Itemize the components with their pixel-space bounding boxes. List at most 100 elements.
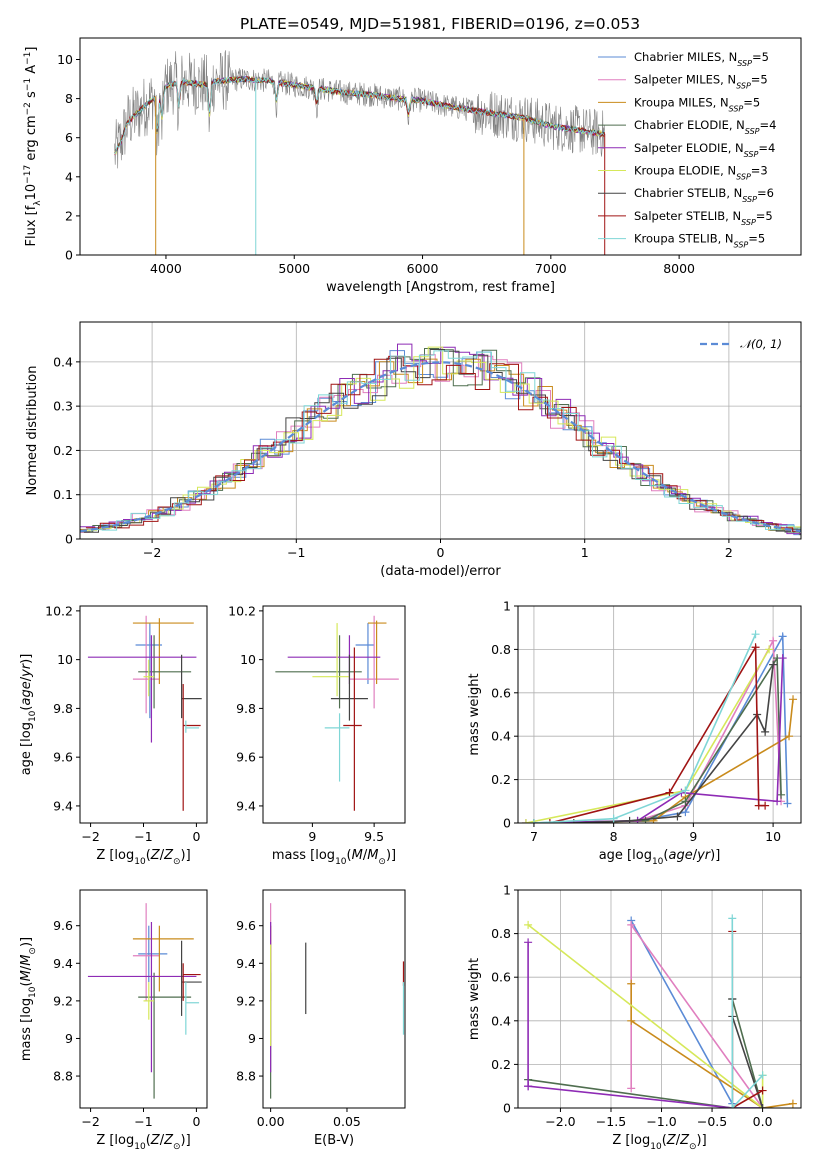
x-tick-label: −2: [81, 829, 99, 844]
y-tick-label: 6: [65, 130, 73, 145]
legend-label-2: Kroupa MILES, NSSP=5: [634, 95, 760, 113]
x-axis-label: mass [log10(M/M⊙)]: [272, 848, 396, 867]
mass-weight-marker: [769, 660, 778, 669]
mass-weight-vs-metallicity-panel: −2.0 −1.5 −1.0 −0.5 0.0 0 0.2 0.4 0.6 0.8 1 Z [log1…: [467, 883, 802, 1152]
x-tick-label: 8: [610, 829, 618, 844]
x-tick-label: 4000: [150, 261, 182, 276]
mass-weight-marker: [783, 799, 792, 808]
plot-area: [87, 903, 202, 1099]
mass-weight-line-4: [527, 942, 763, 1108]
mass-weight-marker: [529, 819, 538, 823]
mass-weight-marker: [545, 819, 554, 823]
y-tick-label: 9.4: [236, 798, 256, 813]
y-tick-label: 0.2: [53, 443, 73, 458]
mass-weight-line-5: [527, 924, 764, 1108]
x-axis-label: Z [log10(Z/Z⊙)]: [612, 1133, 706, 1152]
mass-weight-vs-age-panel: 7 8 9 10 0 0.2 0.4 0.6 0.8 1 age [log10(age/yr)] ma…: [467, 599, 802, 867]
observed-spectrum-line: [114, 50, 605, 169]
y-tick-label: 0.4: [53, 354, 73, 369]
mass-weight-marker: [769, 636, 778, 645]
mass-weight-marker: [627, 1016, 636, 1025]
plot-area: [521, 630, 798, 823]
mass-weight-marker: [681, 797, 690, 806]
x-tick-label: −2.0: [545, 1114, 575, 1129]
legend-label-8: Kroupa STELIB, NSSP=5: [634, 232, 765, 250]
y-tick-label: 0: [503, 816, 511, 831]
y-tick-label: 9.6: [53, 918, 73, 933]
mass-weight-marker: [789, 695, 798, 704]
x-axis-label: Z [log10(Z/Z⊙)]: [96, 1133, 190, 1152]
mass-weight-marker: [673, 812, 682, 821]
mass-weight-marker: [728, 914, 737, 923]
residual-histogram-6: [84, 349, 801, 533]
mass-weight-marker: [785, 732, 794, 741]
y-tick-label: 0.1: [53, 487, 73, 502]
mass-weight-marker: [681, 786, 690, 795]
axes-frame: [79, 37, 802, 256]
y-tick-label: 9.6: [236, 750, 256, 765]
y-tick-label: 10: [240, 652, 256, 667]
mass-weight-marker: [773, 797, 782, 806]
mass-weight-marker: [625, 816, 634, 823]
y-tick-label: 0.8: [491, 642, 511, 657]
y-tick-label: 9.2: [53, 993, 73, 1008]
y-tick-label: 0.8: [491, 926, 511, 941]
mass-weight-marker: [758, 1104, 767, 1108]
y-tick-label: 1: [503, 599, 511, 614]
x-tick-label: 7: [530, 829, 538, 844]
y-tick-label: 0.6: [491, 970, 511, 985]
mass-weight-marker: [788, 1099, 797, 1108]
legend-label-5: Kroupa ELODIE, NSSP=3: [634, 164, 768, 182]
y-tick-label: 9: [65, 1031, 73, 1046]
axes-frame: [79, 889, 208, 1109]
x-axis-label: (data-model)/error: [380, 564, 501, 579]
legend-normal-label: 𝒩(0, 1): [740, 337, 782, 351]
y-tick-label: 9.6: [53, 750, 73, 765]
x-tick-label: 0.0: [753, 1114, 773, 1129]
x-tick-label: 0.00: [257, 1114, 285, 1129]
mass-weight-marker: [728, 1104, 737, 1108]
x-tick-label: −2: [143, 545, 161, 560]
y-axis-label: Flux [fλ10−17 erg cm−2 s−1 A−1]: [23, 47, 43, 247]
y-axis-label: mass weight: [467, 958, 482, 1040]
x-tick-label: −1: [134, 1114, 152, 1129]
y-tick-label: 10: [57, 652, 73, 667]
plot-area: [524, 914, 797, 1108]
mass-vs-metallicity-panel: −2 −1 0 8.8 9 9.2 9.4 9.6 Z [log10(Z/Z⊙)] mass [l…: [19, 889, 208, 1152]
x-tick-label: 8000: [663, 261, 695, 276]
x-tick-label: −2: [81, 1114, 99, 1129]
x-tick-label: 6000: [407, 261, 439, 276]
y-tick-label: 2: [65, 208, 73, 223]
mass-weight-marker: [761, 727, 770, 736]
legend-label-0: Chabrier MILES, NSSP=5: [634, 50, 769, 68]
y-tick-label: 9.4: [53, 798, 73, 813]
mass-weight-marker: [627, 920, 636, 929]
x-tick-label: 0: [192, 829, 200, 844]
y-tick-label: 8.8: [53, 1069, 73, 1084]
mass-weight-marker: [524, 1082, 533, 1091]
x-tick-label: 0: [192, 1114, 200, 1129]
mass-weight-marker: [524, 938, 533, 947]
plot-area: [270, 903, 405, 1099]
mass-weight-marker: [751, 643, 760, 652]
x-tick-label: 9.5: [364, 829, 384, 844]
mass-vs-ebv-panel: 0.00 0.05 8.8 9 9.2 9.4 9.6 E(B-V): [236, 889, 406, 1148]
y-tick-label: 8.8: [236, 1069, 256, 1084]
figure-title: PLATE=0549, MJD=51981, FIBERID=0196, z=0…: [240, 15, 640, 33]
axes-frame: [517, 889, 802, 1109]
y-tick-label: 0.3: [53, 399, 73, 414]
x-tick-label: 10: [765, 829, 781, 844]
mass-weight-marker: [778, 654, 787, 663]
x-tick-label: 9: [689, 829, 697, 844]
mass-weight-line-7: [731, 931, 763, 1108]
plot-area: [275, 615, 399, 811]
mass-weight-marker: [665, 788, 674, 797]
y-axis-label: Normed distribution: [25, 366, 40, 496]
y-axis-label: mass [log10(M/M⊙)]: [19, 937, 38, 1061]
y-tick-label: 0.2: [491, 772, 511, 787]
y-tick-label: 8: [65, 91, 73, 106]
x-axis-label: E(B-V): [314, 1133, 354, 1148]
age-vs-mass-panel: 9 9.5 9.4 9.6 9.8 10 10.2 mass [log10(M/M⊙)]: [228, 603, 406, 867]
mass-weight-line-2: [630, 983, 794, 1108]
